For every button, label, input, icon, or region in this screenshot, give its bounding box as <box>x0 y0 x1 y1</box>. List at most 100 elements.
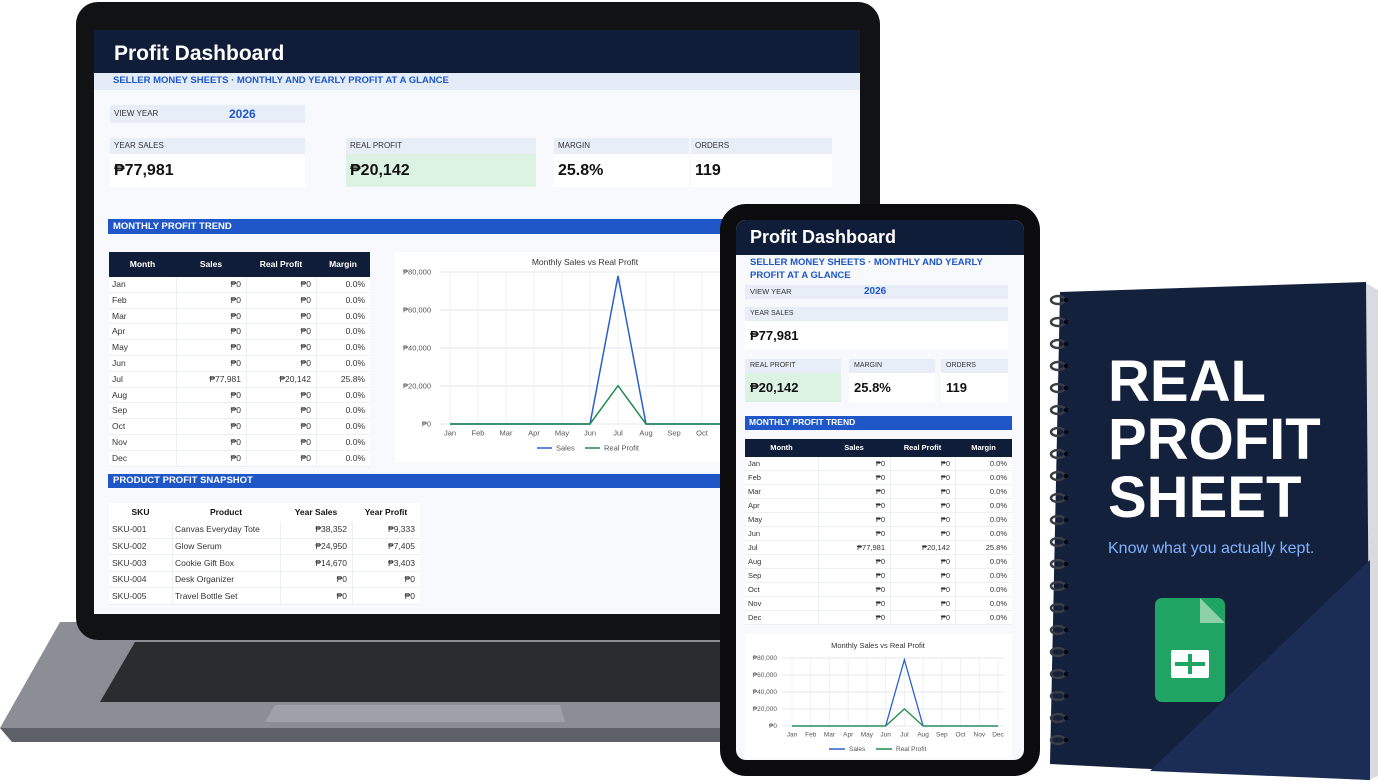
cell-divider <box>955 611 956 625</box>
cell-divider <box>316 340 317 356</box>
table-cell: ₱0 <box>940 500 950 510</box>
table-cell: Jan <box>748 458 761 468</box>
table-cell: Nov <box>748 598 762 608</box>
table-cell: 0.0% <box>989 458 1007 468</box>
table-cell: ₱0 <box>940 458 950 468</box>
cell-divider <box>890 583 891 597</box>
table-cell: Apr <box>112 326 126 337</box>
table-cell: ₱20,142 <box>922 542 950 552</box>
cell-divider <box>352 555 353 572</box>
table-cell: ₱0 <box>875 528 885 538</box>
table-cell: ₱0 <box>230 310 241 321</box>
kpi-label: ORDERS <box>946 362 976 370</box>
x-tick-label: Nov <box>974 732 986 739</box>
x-tick-label: Feb <box>805 732 817 739</box>
table-cell: ₱7,405 <box>388 540 415 551</box>
table-cell: Travel Bottle Set <box>175 590 238 601</box>
kpi-label: MARGIN <box>558 141 590 151</box>
table-cell: SKU-003 <box>112 557 147 568</box>
table-cell: ₱20,142 <box>279 373 311 384</box>
table-cell: 0.0% <box>989 472 1007 482</box>
table-cell: ₱24,950 <box>315 540 347 551</box>
cell-divider <box>316 371 317 388</box>
y-tick-label: ₱60,000 <box>403 306 431 315</box>
table-row <box>109 571 420 589</box>
spiral-hole <box>1063 649 1069 655</box>
kpi-value-box <box>745 373 841 402</box>
column-header: Margin <box>329 258 357 269</box>
table-cell: ₱0 <box>300 357 311 368</box>
kpi-value-box <box>849 373 935 402</box>
column-header: Year Sales <box>294 506 338 517</box>
table-cell: ₱0 <box>230 436 241 447</box>
table-cell: ₱0 <box>940 472 950 482</box>
cell-divider <box>176 324 177 341</box>
table-cell: ₱0 <box>300 389 311 400</box>
cell-divider <box>316 387 317 404</box>
spiral-hole <box>1063 737 1069 743</box>
cell-divider <box>172 555 173 572</box>
cell-divider <box>176 403 177 420</box>
table-row <box>109 522 420 539</box>
column-header: Sales <box>199 258 223 269</box>
column-header: Sales <box>844 442 864 452</box>
table-cell: 0.0% <box>989 514 1007 524</box>
x-tick-label: Aug <box>917 732 929 739</box>
table-cell: ₱0 <box>875 486 885 496</box>
cell-divider <box>818 541 819 555</box>
table-cell: ₱0 <box>940 598 950 608</box>
table-cell: 25.8% <box>985 542 1007 552</box>
view-year-box <box>110 105 305 123</box>
cell-divider <box>176 356 177 372</box>
x-tick-label: Oct <box>956 732 966 739</box>
cell-divider <box>316 324 317 341</box>
table-cell: 0.0% <box>345 342 365 353</box>
table-cell: 0.0% <box>989 528 1007 538</box>
view-year-label: VIEW YEAR <box>114 109 159 119</box>
table-cell: ₱0 <box>940 570 950 580</box>
kpi-label-box <box>691 138 832 154</box>
table-row <box>109 538 420 556</box>
table-cell: Feb <box>112 294 127 305</box>
kpi-label-box <box>745 359 841 373</box>
table-cell: ₱0 <box>300 405 311 416</box>
table-cell: ₱0 <box>875 472 885 482</box>
cover-title-line: PROFIT <box>1108 407 1321 473</box>
table-cell: ₱0 <box>875 556 885 566</box>
cell-divider <box>955 499 956 513</box>
y-tick-label: ₱60,000 <box>753 672 778 679</box>
column-header: Product <box>209 506 243 517</box>
table-row <box>745 471 1012 485</box>
table-row <box>109 450 370 467</box>
view-year-value: 2026 <box>229 106 256 121</box>
table-cell: 0.0% <box>345 389 365 400</box>
cell-divider <box>818 499 819 513</box>
table-cell: 25.8% <box>340 373 365 384</box>
cell-divider <box>818 513 819 527</box>
table-cell: ₱0 <box>300 278 311 289</box>
x-tick-label: Mar <box>500 429 513 438</box>
table-cell: 0.0% <box>989 500 1007 510</box>
cell-divider <box>316 419 317 435</box>
table-cell: ₱0 <box>300 436 311 447</box>
cell-divider <box>890 527 891 541</box>
table-cell: 0.0% <box>345 357 365 368</box>
table-cell: ₱3,403 <box>388 557 415 568</box>
cell-divider <box>246 292 247 309</box>
spiral-hole <box>1063 517 1069 523</box>
cell-divider <box>176 387 177 404</box>
table-row <box>109 555 420 572</box>
y-tick-label: ₱20,000 <box>403 382 431 391</box>
spiral-hole <box>1063 693 1069 699</box>
series-line <box>792 707 999 727</box>
x-tick-label: Jan <box>444 429 456 438</box>
chart-title: Monthly Sales vs Real Profit <box>532 257 639 267</box>
spiral-hole <box>1063 627 1069 633</box>
legend-label: Sales <box>556 444 575 453</box>
table-cell: Jun <box>112 357 126 368</box>
table-cell: ₱0 <box>940 556 950 566</box>
column-header: Month <box>129 258 156 269</box>
table-cell: ₱0 <box>940 514 950 524</box>
table-header <box>109 503 420 522</box>
table-cell: ₱0 <box>230 278 241 289</box>
